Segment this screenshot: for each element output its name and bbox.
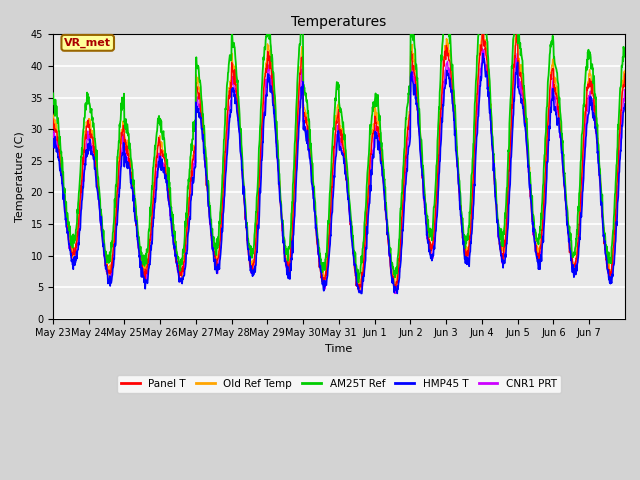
Panel T — [391, 288, 399, 293]
Y-axis label: Temperature (C): Temperature (C) — [15, 131, 25, 222]
Old Ref Temp — [313, 233, 321, 239]
CNR1 PRT — [474, 100, 482, 106]
Panel T — [621, 71, 629, 77]
Old Ref Temp — [621, 68, 629, 73]
Old Ref Temp — [614, 156, 622, 161]
Panel T — [324, 247, 332, 253]
HMP45 T — [474, 114, 482, 120]
Old Ref Temp — [138, 264, 146, 270]
HMP45 T — [324, 266, 332, 272]
Line: Old Ref Temp: Old Ref Temp — [52, 28, 625, 289]
Old Ref Temp — [474, 72, 482, 77]
HMP45 T — [357, 290, 365, 296]
CNR1 PRT — [621, 89, 629, 95]
AM25T Ref — [49, 100, 56, 106]
CNR1 PRT — [313, 237, 321, 242]
Text: VR_met: VR_met — [64, 38, 111, 48]
AM25T Ref — [324, 218, 332, 224]
Old Ref Temp — [324, 251, 332, 257]
AM25T Ref — [355, 279, 362, 285]
HMP45 T — [49, 142, 56, 147]
CNR1 PRT — [324, 256, 332, 262]
X-axis label: Time: Time — [325, 344, 353, 354]
CNR1 PRT — [138, 274, 146, 279]
CNR1 PRT — [614, 185, 622, 191]
Old Ref Temp — [479, 25, 487, 31]
CNR1 PRT — [49, 136, 56, 142]
HMP45 T — [479, 50, 487, 56]
HMP45 T — [313, 234, 321, 240]
Panel T — [479, 29, 487, 35]
Title: Temperatures: Temperatures — [291, 15, 387, 29]
HMP45 T — [614, 193, 622, 199]
AM25T Ref — [314, 232, 321, 238]
CNR1 PRT — [559, 159, 566, 165]
AM25T Ref — [614, 126, 622, 132]
AM25T Ref — [559, 140, 566, 146]
HMP45 T — [621, 101, 629, 107]
AM25T Ref — [621, 54, 629, 60]
Line: AM25T Ref: AM25T Ref — [52, 28, 625, 282]
Line: HMP45 T: HMP45 T — [52, 53, 625, 293]
Panel T — [559, 151, 566, 157]
HMP45 T — [559, 157, 566, 163]
Panel T — [474, 75, 482, 81]
Panel T — [313, 241, 321, 247]
Legend: Panel T, Old Ref Temp, AM25T Ref, HMP45 T, CNR1 PRT: Panel T, Old Ref Temp, AM25T Ref, HMP45 … — [117, 375, 561, 393]
Old Ref Temp — [356, 287, 364, 292]
Panel T — [49, 116, 56, 121]
AM25T Ref — [138, 253, 146, 259]
CNR1 PRT — [391, 290, 399, 296]
HMP45 T — [138, 265, 146, 271]
Panel T — [138, 272, 146, 278]
Old Ref Temp — [49, 111, 56, 117]
AM25T Ref — [475, 32, 483, 37]
Line: CNR1 PRT: CNR1 PRT — [52, 48, 625, 293]
Line: Panel T: Panel T — [52, 32, 625, 290]
AM25T Ref — [264, 25, 271, 31]
Old Ref Temp — [559, 148, 566, 154]
Panel T — [614, 161, 622, 167]
CNR1 PRT — [478, 46, 486, 51]
